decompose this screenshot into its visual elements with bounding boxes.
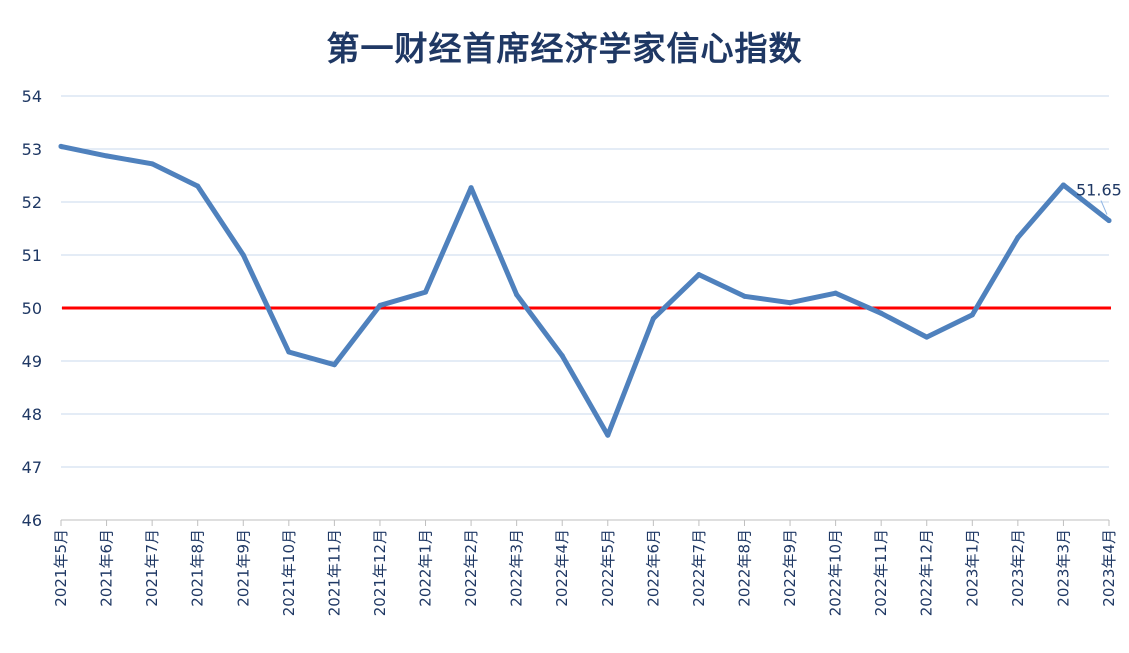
x-tick-label: 2022年9月 xyxy=(781,529,799,607)
x-tick-label: 2021年9月 xyxy=(234,529,252,607)
x-tick-label: 2023年3月 xyxy=(1054,529,1072,607)
x-tick-label: 2022年11月 xyxy=(872,529,890,616)
x-tick-label: 2023年4月 xyxy=(1100,529,1118,607)
data-point xyxy=(104,153,110,159)
x-tick-label: 2022年8月 xyxy=(735,529,753,607)
x-tick-label: 2021年8月 xyxy=(189,529,207,607)
data-point xyxy=(878,310,884,316)
x-tick-label: 2022年1月 xyxy=(417,529,435,607)
x-tick-label: 2022年6月 xyxy=(644,529,662,607)
x-tick-label: 2021年12月 xyxy=(371,529,389,616)
x-tick-label: 2022年4月 xyxy=(553,529,571,607)
data-point xyxy=(1060,182,1066,188)
data-point xyxy=(1106,218,1112,224)
data-point xyxy=(833,290,839,296)
data-point xyxy=(650,316,656,322)
data-labels: 51.65 xyxy=(1076,181,1122,215)
y-tick-label: 50 xyxy=(22,299,42,318)
x-tick-label: 2022年2月 xyxy=(462,529,480,607)
x-axis: 2021年5月 2021年6月 2021年7月 2021年8月 2021年9月 2021年… xyxy=(52,519,1118,616)
data-point xyxy=(559,353,565,359)
data-point xyxy=(468,185,474,191)
x-tick-label: 2021年7月 xyxy=(143,529,161,607)
data-point xyxy=(377,302,383,308)
x-tick-label: 2023年1月 xyxy=(963,529,981,607)
data-point xyxy=(741,293,747,299)
series-group xyxy=(58,143,1112,438)
y-tick-label: 48 xyxy=(22,405,42,424)
y-tick-label: 53 xyxy=(22,140,42,159)
data-point xyxy=(240,252,246,258)
x-tick-label: 2022年5月 xyxy=(599,529,617,607)
data-point xyxy=(969,312,975,318)
data-point xyxy=(58,143,64,149)
x-tick-label: 2021年11月 xyxy=(325,529,343,616)
y-axis: 46 47 48 49 50 51 52 53 54 xyxy=(22,87,42,530)
data-point xyxy=(605,432,611,438)
data-point xyxy=(924,334,930,340)
y-tick-label: 49 xyxy=(22,352,42,371)
x-tick-label: 2022年7月 xyxy=(690,529,708,607)
x-tick-label: 2021年10月 xyxy=(280,529,298,616)
data-point xyxy=(514,292,520,298)
y-tick-label: 51 xyxy=(22,246,42,265)
data-point xyxy=(1015,235,1021,241)
data-point xyxy=(423,289,429,295)
y-tick-label: 47 xyxy=(22,458,42,477)
chart-title: 第一财经首席经济学家信心指数 xyxy=(326,29,803,68)
data-point xyxy=(696,272,702,278)
data-label: 51.65 xyxy=(1076,181,1122,200)
data-point xyxy=(331,362,337,368)
x-tick-label: 2021年6月 xyxy=(98,529,116,607)
y-tick-label: 46 xyxy=(22,511,42,530)
data-label-leader xyxy=(1100,200,1108,215)
y-tick-label: 54 xyxy=(22,87,42,106)
data-point xyxy=(149,161,155,167)
data-point xyxy=(787,300,793,306)
data-point xyxy=(195,183,201,189)
x-tick-label: 2023年2月 xyxy=(1009,529,1027,607)
x-tick-label: 2022年3月 xyxy=(508,529,526,607)
data-point xyxy=(286,349,292,355)
x-tick-label: 2022年10月 xyxy=(827,529,845,616)
series-line-0 xyxy=(58,143,1112,438)
x-tick-label: 2022年12月 xyxy=(918,529,936,616)
y-tick-label: 52 xyxy=(22,193,42,212)
x-tick-label: 2021年5月 xyxy=(52,529,70,607)
